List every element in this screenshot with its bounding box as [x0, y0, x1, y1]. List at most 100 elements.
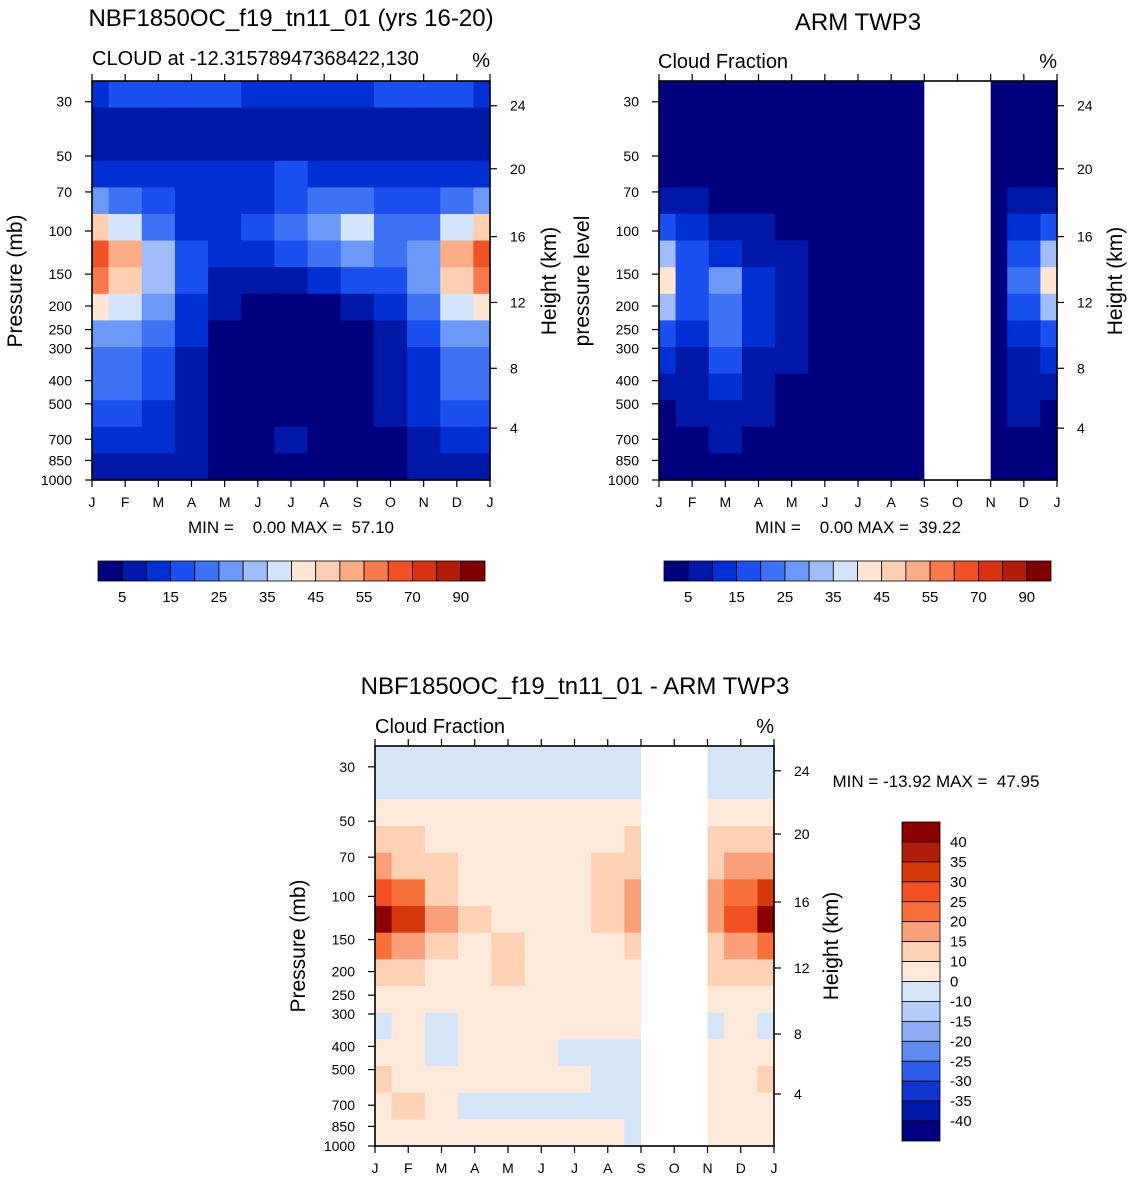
y-tick-label-right: 4 — [794, 1086, 802, 1102]
contour-cell — [841, 293, 876, 321]
contour-cell — [375, 906, 393, 934]
colorbar-swatch — [901, 1120, 941, 1142]
contour-cell — [458, 772, 492, 800]
y-tick-label: 150 — [49, 266, 73, 282]
contour-cell — [424, 852, 459, 880]
contour-cell — [491, 826, 526, 854]
contour-cell — [659, 453, 677, 481]
contour-cell — [473, 107, 491, 135]
contour-cell — [675, 426, 710, 454]
x-tick-label: F — [121, 494, 130, 510]
contour-cell — [174, 426, 209, 454]
contour-cell — [841, 320, 876, 348]
panel-subtitle-left: Cloud Fraction — [658, 51, 788, 73]
contour-cell — [340, 320, 375, 348]
contour-cell — [675, 214, 710, 242]
contour-cell — [424, 799, 459, 827]
contour-cell — [407, 426, 441, 454]
contour-cell — [557, 932, 592, 960]
contour-cell — [340, 267, 375, 295]
contour-cell — [1040, 320, 1058, 348]
contour-cell — [375, 1092, 393, 1120]
contour-cell — [491, 1066, 526, 1094]
contour-cell — [675, 453, 710, 481]
contour-cell — [424, 1119, 459, 1147]
contour-cell — [757, 746, 775, 774]
contour-cell — [1007, 187, 1042, 215]
contour-plot: J F M A M J J A S O N D J 30 50 70 100 150 200 250 300 400 500… — [324, 739, 810, 1176]
x-tick-label: J — [571, 1160, 578, 1176]
contour-cell — [874, 187, 909, 215]
contour-cell — [557, 1066, 592, 1094]
contour-cell — [473, 293, 491, 321]
colorbar-label: 90 — [1018, 589, 1035, 606]
y-tick-label: 400 — [616, 373, 640, 389]
contour-cell — [373, 400, 408, 428]
contour-cell — [373, 426, 408, 454]
contour-cell — [557, 799, 592, 827]
contour-cell — [307, 426, 342, 454]
contour-cell — [491, 1012, 526, 1040]
contour-cell — [424, 879, 459, 907]
contour-cell — [808, 347, 843, 375]
y-tick-label-right: 20 — [1077, 161, 1093, 177]
contour-cell — [241, 400, 276, 428]
contour-cell — [141, 293, 176, 321]
contour-cell — [591, 772, 625, 800]
contour-cell — [659, 240, 677, 268]
contour-cell — [741, 400, 776, 428]
contour-cell — [874, 347, 909, 375]
contour-cell — [557, 826, 592, 854]
contour-cell — [473, 160, 491, 188]
contour-cell — [208, 187, 242, 215]
contour-cell — [141, 81, 176, 109]
x-tick-label: O — [669, 1160, 680, 1176]
x-tick-label: A — [754, 494, 764, 510]
contour-cell — [174, 347, 209, 375]
x-tick-label: J — [538, 1160, 545, 1176]
colorbar-swatch — [736, 560, 762, 582]
contour-cell — [340, 160, 375, 188]
contour-cell — [373, 214, 408, 242]
contour-cell — [458, 906, 492, 934]
colorbar-swatch — [194, 560, 220, 582]
contour-cell — [307, 267, 342, 295]
y-tick-label-right: 4 — [1077, 420, 1085, 436]
colorbar-label: 5 — [684, 589, 692, 606]
contour-cell — [307, 107, 342, 135]
contour-cell — [108, 373, 143, 401]
contour-cell — [808, 81, 843, 109]
colorbar-label: 70 — [970, 589, 987, 606]
contour-cell — [841, 240, 876, 268]
contour-cell — [473, 400, 491, 428]
contour-cell — [708, 400, 743, 428]
colorbar-swatch — [97, 560, 123, 582]
contour-cell — [208, 400, 242, 428]
contour-cell — [708, 134, 743, 162]
contour-cell — [108, 347, 143, 375]
x-tick-label: J — [288, 494, 295, 510]
x-tick-label: A — [187, 494, 197, 510]
contour-cell — [274, 107, 309, 135]
contour-cell — [241, 373, 276, 401]
x-tick-label: O — [385, 494, 396, 510]
colorbar-swatch — [784, 560, 810, 582]
contour-cell — [874, 426, 909, 454]
contour-cell — [775, 107, 809, 135]
colorbar-swatch — [121, 560, 147, 582]
contour-cell — [141, 134, 176, 162]
contour-cell — [741, 426, 776, 454]
contour-cell — [1040, 187, 1058, 215]
contour-cell — [424, 826, 459, 854]
contour-cell — [1040, 426, 1058, 454]
contour-cell — [92, 267, 110, 295]
contour-cell — [108, 293, 143, 321]
colorbar-swatch — [760, 560, 786, 582]
contour-cell — [724, 1039, 758, 1067]
contour-cell — [491, 799, 526, 827]
contour-cell — [340, 187, 375, 215]
contour-cell — [92, 240, 110, 268]
contour-cell — [557, 1012, 592, 1040]
contour-cell — [775, 293, 809, 321]
contour-cell — [524, 1066, 559, 1094]
